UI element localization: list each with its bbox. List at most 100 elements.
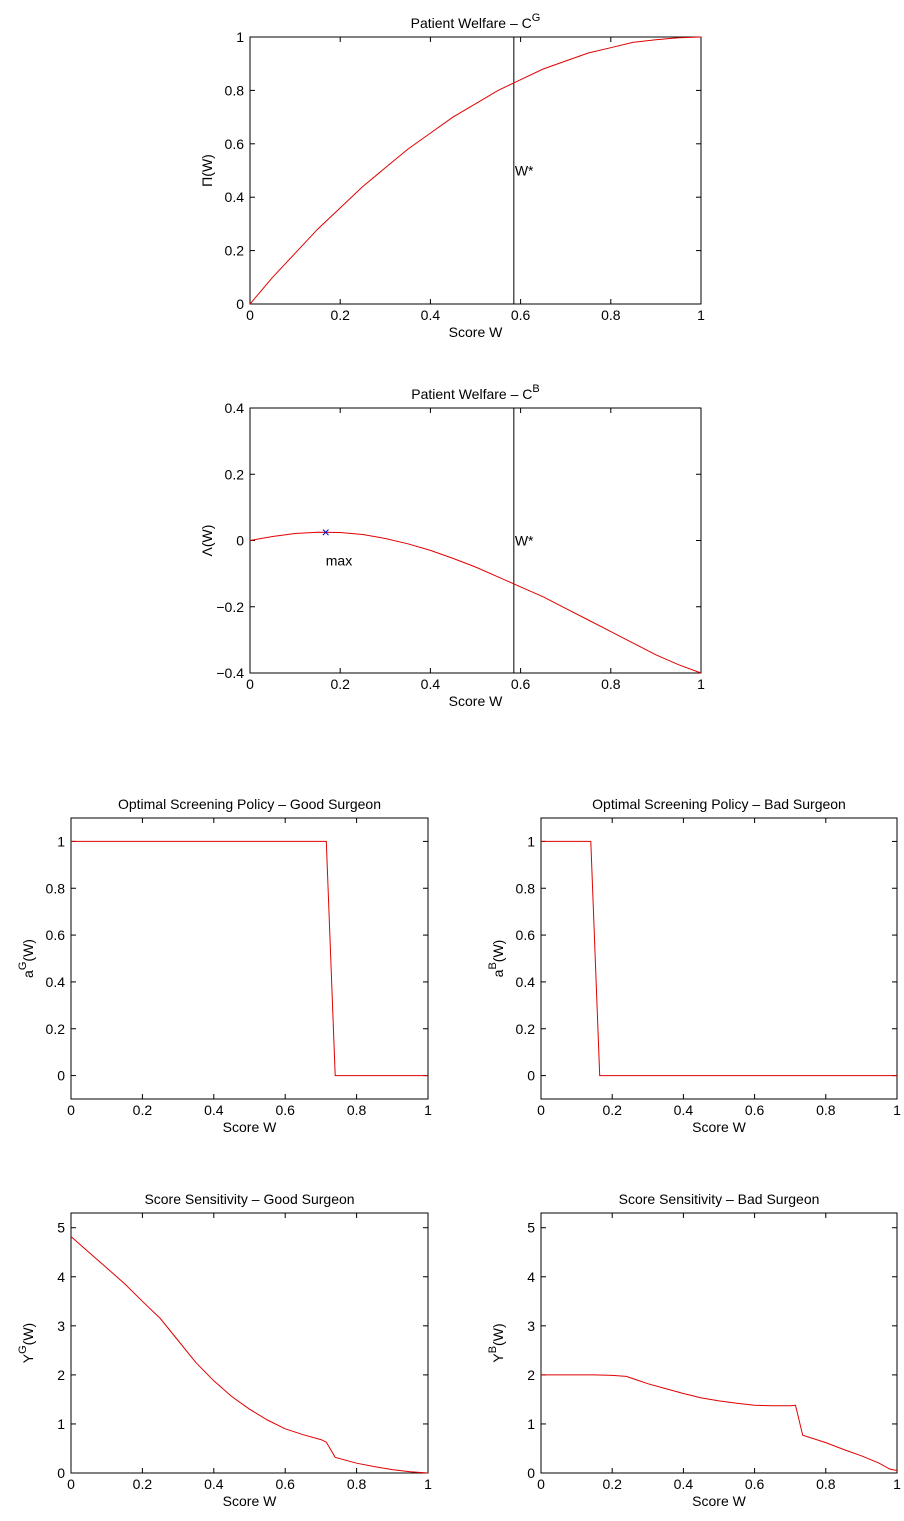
x-tick-label: 0.6 [511, 676, 531, 692]
y-axis-label-text: a [490, 969, 506, 977]
x-tick-label: 0.2 [602, 1102, 622, 1118]
chart-title-text: Score Sensitivity – Bad Surgeon [619, 1191, 820, 1207]
patient-welfare-bad-plot: 0 0.2 0.4 0.6 0.8 1 −0.4 −0.2 0 0.2 0.4 Patient Wel… [199, 383, 705, 709]
plot-frame [540, 817, 898, 1100]
x-axis-label: Score W [692, 1493, 746, 1509]
x-tick-label: 0.6 [511, 307, 531, 323]
x-tick-label: 0.2 [330, 307, 350, 323]
chart-title-text: Optimal Screening Policy – Good Surgeon [118, 796, 381, 812]
y-tick-label: 0 [57, 1465, 65, 1481]
y-axis-label: Λ(W) [199, 525, 215, 557]
y-tick-label: 0.2 [516, 1021, 536, 1037]
x-tick-label: 0 [246, 307, 254, 323]
x-axis-label: Score W [449, 693, 503, 709]
y-axis-label-tail: (W) [490, 1323, 506, 1346]
plot-frame [249, 36, 702, 305]
y-axis-label-superscript: G [17, 1345, 29, 1354]
y-tick-label: 1 [57, 833, 65, 849]
y-axis-label-tail: (W) [20, 1323, 36, 1346]
x-tick-label: 0.6 [745, 1476, 765, 1492]
score-sensitivity-good-plot: 0 0.2 0.4 0.6 0.8 1 0 1 2 3 4 5 Score Sensitivity – … [17, 1191, 432, 1509]
max-marker: × [322, 524, 330, 540]
y-tick-label: 1 [57, 1416, 65, 1432]
x-tick-label: 0.6 [275, 1476, 295, 1492]
score-sensitivity-bad-plot: 0 0.2 0.4 0.6 0.8 1 0 1 2 3 4 5 Score Sensitivity – … [487, 1191, 901, 1509]
y-axis-label-superscript: B [487, 962, 499, 969]
x-axis-label: Score W [449, 324, 503, 340]
series-line [249, 531, 702, 674]
y-tick-label: 5 [57, 1220, 65, 1236]
x-axis-label: Score W [223, 1493, 277, 1509]
chart-title-superscript: B [532, 383, 539, 395]
y-tick-label: 0.8 [516, 880, 536, 896]
x-tick-label: 0.6 [275, 1102, 295, 1118]
plot-frame [70, 817, 429, 1100]
x-tick-label: 0.2 [133, 1102, 153, 1118]
y-tick-label: 0.4 [225, 189, 245, 205]
x-axis-label: Score W [692, 1119, 746, 1135]
y-tick-label: 3 [57, 1318, 65, 1334]
y-tick-label: 0.6 [46, 927, 66, 943]
x-tick-label: 0.6 [745, 1102, 765, 1118]
series-line [70, 1236, 429, 1474]
max-label: max [326, 552, 352, 568]
x-tick-label: 1 [893, 1476, 901, 1492]
y-tick-label: 5 [527, 1220, 535, 1236]
y-tick-label: 2 [527, 1367, 535, 1383]
patient-welfare-good-plot: 0 0.2 0.4 0.6 0.8 1 0 0.2 0.4 0.6 0.8 1 Patient Welf… [199, 12, 705, 340]
y-tick-label: 1 [527, 833, 535, 849]
chart-title-superscript: G [532, 12, 541, 24]
x-tick-label: 0.8 [601, 676, 621, 692]
chart-title: Optimal Screening Policy – Good Surgeon [118, 796, 381, 812]
y-tick-label: 0.4 [225, 400, 245, 416]
x-tick-label: 0.8 [347, 1476, 367, 1492]
x-tick-label: 0.4 [204, 1102, 224, 1118]
y-tick-label: 4 [57, 1269, 65, 1285]
x-tick-label: 0.4 [421, 307, 441, 323]
screening-policy-good-plot: 0 0.2 0.4 0.6 0.8 1 0 0.2 0.4 0.6 0.8 1 Optimal Scre… [17, 796, 432, 1135]
x-tick-label: 0.2 [602, 1476, 622, 1492]
x-tick-label: 0.4 [204, 1476, 224, 1492]
y-axis-label-text: Y [490, 1353, 506, 1363]
x-tick-label: 0 [67, 1102, 75, 1118]
y-tick-label: 0.6 [225, 136, 245, 152]
plot-frame [70, 1212, 429, 1474]
x-tick-label: 1 [893, 1102, 901, 1118]
screening-policy-bad-plot: 0 0.2 0.4 0.6 0.8 1 0 0.2 0.4 0.6 0.8 1 Optimal Scre… [487, 796, 901, 1135]
y-tick-label: 0.4 [516, 974, 536, 990]
x-tick-label: 0.8 [816, 1102, 836, 1118]
y-tick-label: 0.2 [46, 1021, 66, 1037]
chart-title: Score Sensitivity – Good Surgeon [144, 1191, 354, 1207]
y-axis-label-tail: (W) [490, 940, 506, 963]
y-tick-label: 0.8 [46, 880, 66, 896]
chart-title-text: Patient Welfare – C [411, 15, 532, 31]
threshold-label: W* [515, 163, 534, 179]
x-tick-label: 0.4 [674, 1476, 694, 1492]
chart-title: Optimal Screening Policy – Bad Surgeon [592, 796, 846, 812]
y-axis-label: YG(W) [17, 1323, 36, 1363]
x-tick-label: 0.2 [133, 1476, 153, 1492]
x-tick-label: 1 [697, 307, 705, 323]
x-tick-label: 0.4 [421, 676, 441, 692]
y-tick-label: −0.4 [216, 665, 244, 681]
x-tick-label: 0 [246, 676, 254, 692]
y-axis-label: Π(W) [199, 154, 215, 187]
y-axis-label-text: Λ(W) [199, 525, 215, 557]
x-tick-label: 0.8 [347, 1102, 367, 1118]
y-axis-label: aG(W) [17, 939, 36, 978]
y-tick-label: 0 [527, 1465, 535, 1481]
x-tick-label: 0.4 [674, 1102, 694, 1118]
series-line [541, 840, 897, 1077]
chart-title-text: Patient Welfare – C [411, 386, 532, 402]
threshold-label: W* [515, 533, 534, 549]
y-tick-label: 0 [236, 533, 244, 549]
series-line [249, 36, 702, 305]
y-tick-label: 1 [527, 1416, 535, 1432]
chart-title: Patient Welfare – CG [411, 12, 541, 31]
plot-frame [249, 407, 702, 674]
chart-title: Score Sensitivity – Bad Surgeon [619, 1191, 820, 1207]
x-tick-label: 1 [697, 676, 705, 692]
x-tick-label: 0 [537, 1476, 545, 1492]
x-tick-label: 1 [424, 1476, 432, 1492]
